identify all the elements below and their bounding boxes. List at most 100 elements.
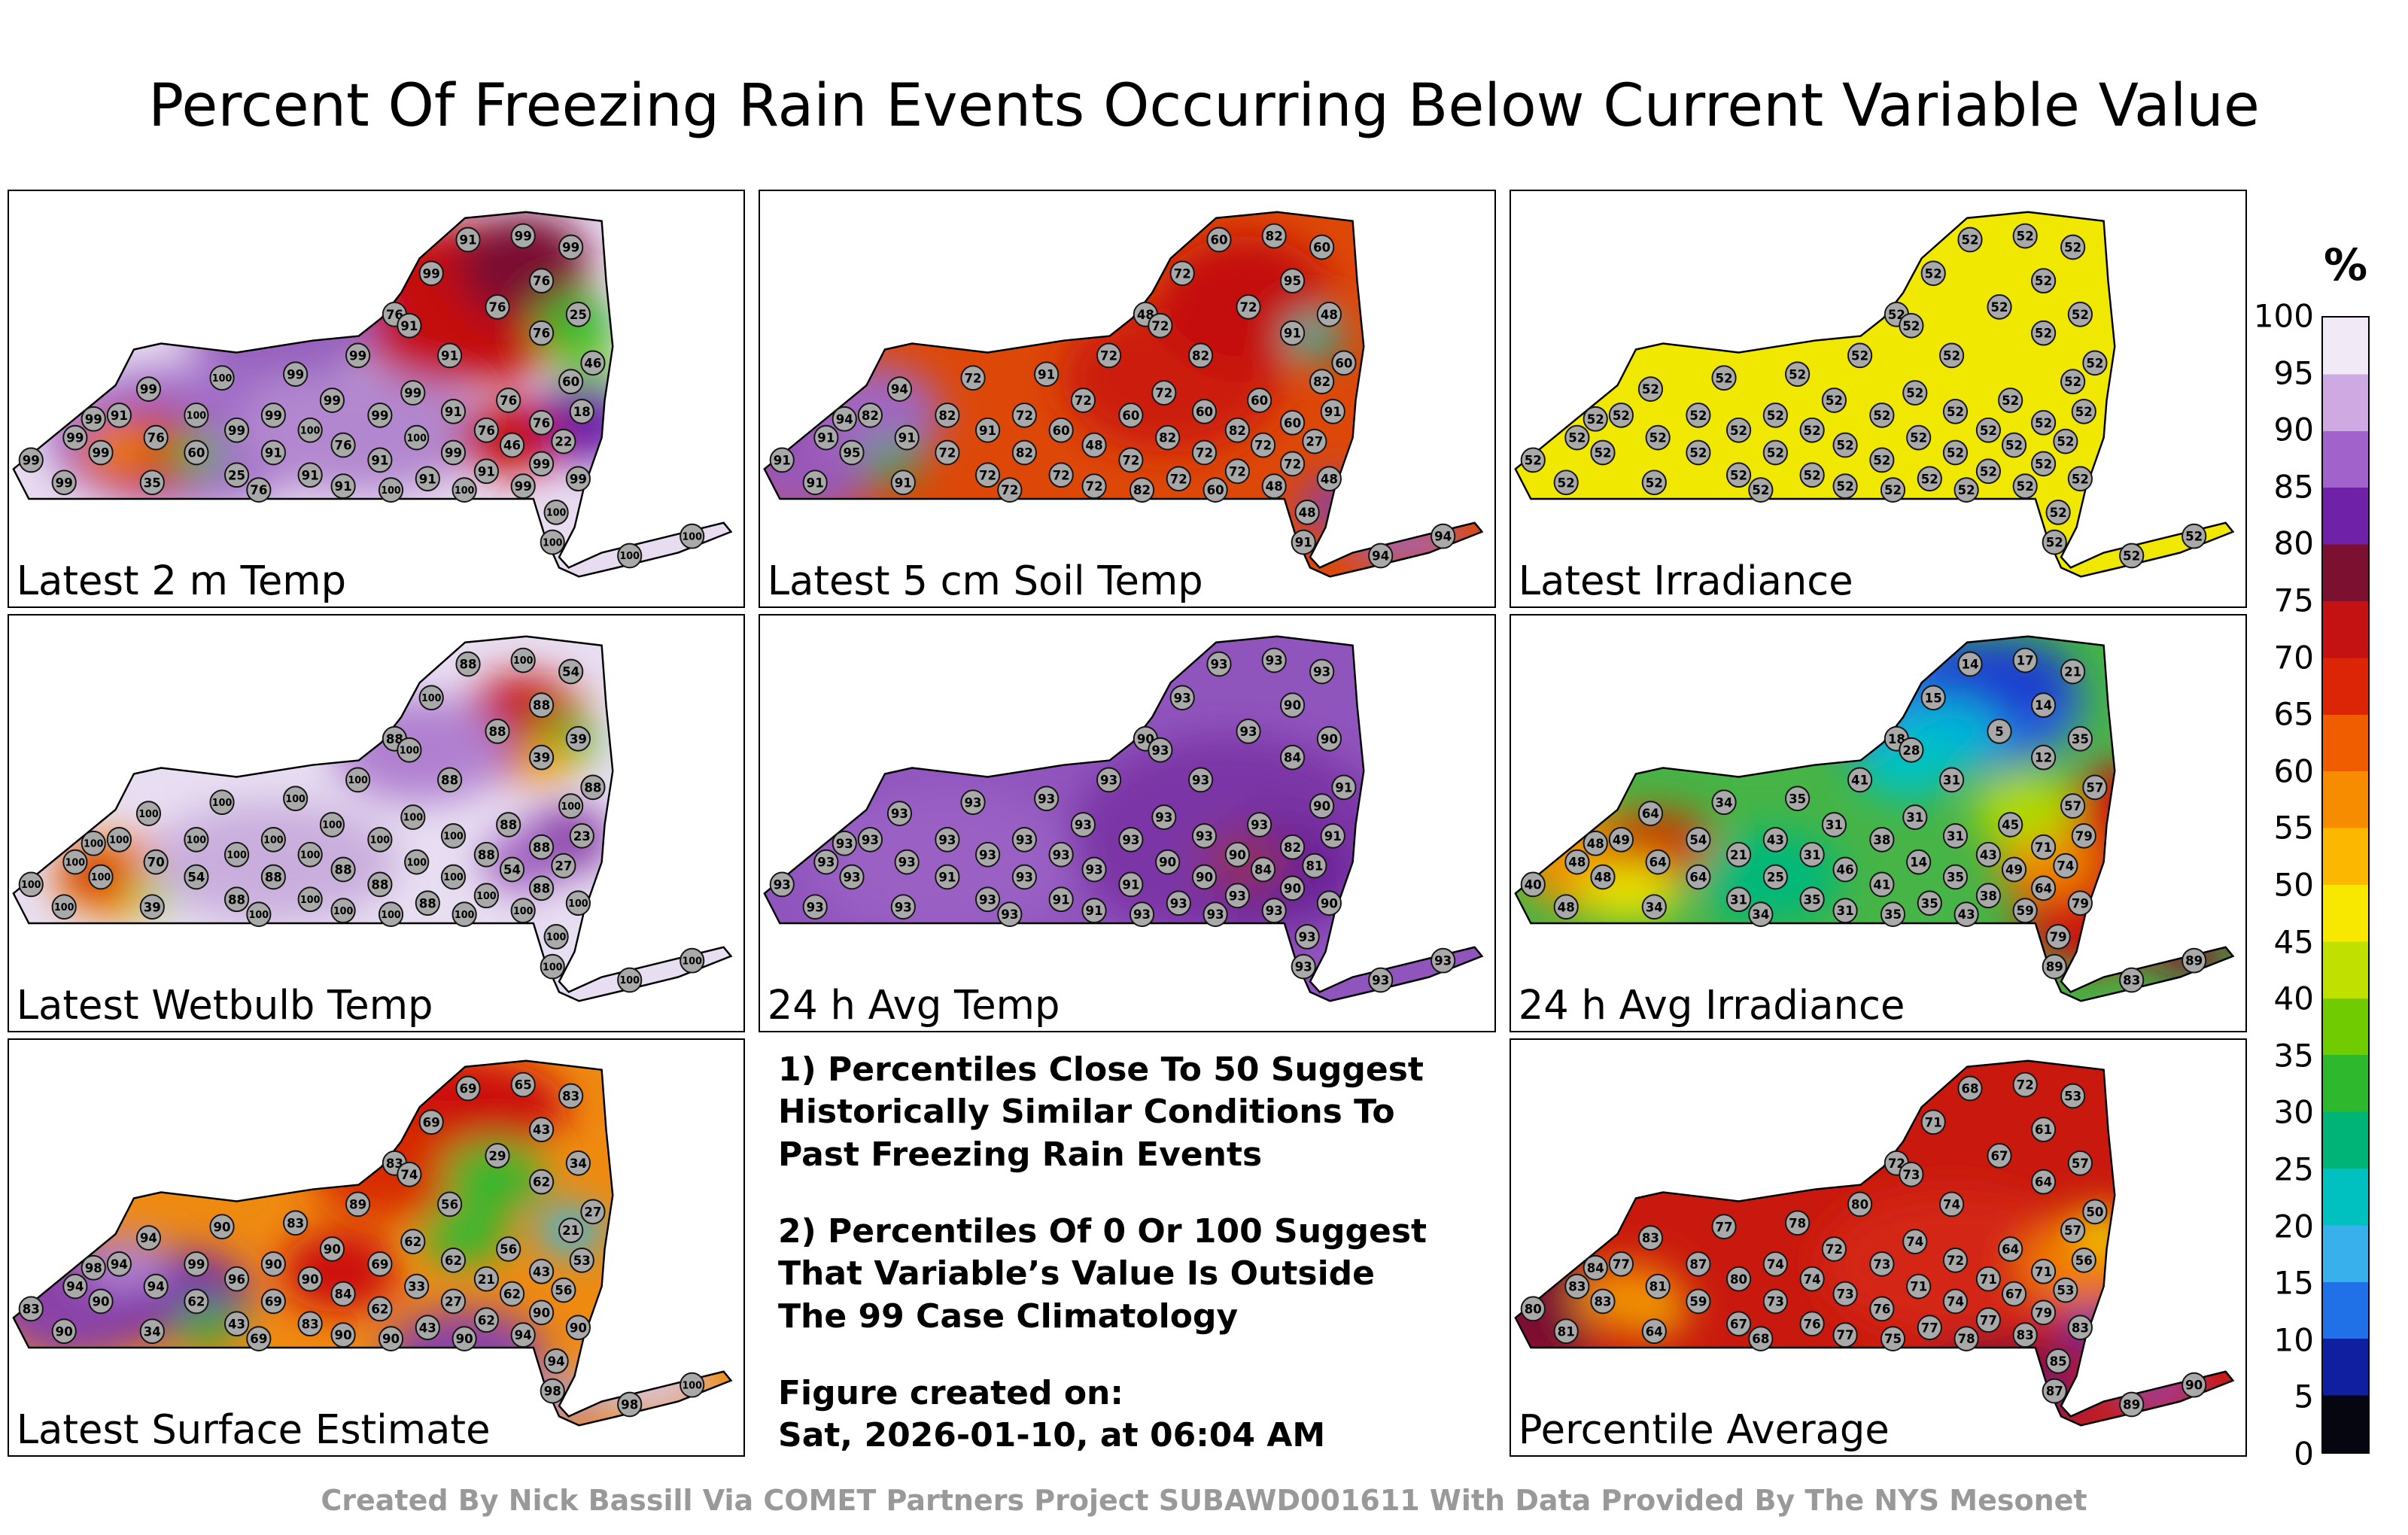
- station-marker: 93: [1034, 786, 1060, 812]
- station-marker: 100: [184, 402, 209, 428]
- svg-text:82: 82: [1313, 374, 1330, 389]
- station-marker: 52: [2042, 529, 2067, 555]
- svg-text:71: 71: [2035, 840, 2052, 855]
- svg-text:91: 91: [445, 404, 462, 419]
- station-marker: 82: [1309, 369, 1335, 395]
- station-marker: 100: [260, 826, 286, 853]
- station-marker: 83: [1564, 1273, 1590, 1299]
- svg-text:88: 88: [488, 724, 506, 739]
- station-marker: 82: [1261, 223, 1287, 249]
- svg-text:93: 93: [843, 869, 860, 884]
- station-marker: 56: [437, 1191, 463, 1217]
- station-marker: 90: [319, 1236, 345, 1262]
- svg-text:91: 91: [1053, 892, 1070, 907]
- station-marker: 52: [2012, 223, 2038, 249]
- station-marker: 100: [283, 786, 309, 812]
- svg-text:67: 67: [1990, 1148, 2008, 1163]
- station-marker: 88: [485, 719, 510, 744]
- station-marker: 71: [1975, 1266, 2001, 1292]
- station-marker: 21: [558, 1217, 584, 1244]
- svg-text:94: 94: [111, 1257, 128, 1272]
- station-marker: 100: [400, 804, 426, 830]
- svg-text:52: 52: [1730, 467, 1747, 482]
- svg-text:27: 27: [1306, 434, 1323, 449]
- svg-text:52: 52: [2185, 529, 2203, 544]
- station-marker: 52: [1553, 470, 1579, 496]
- svg-text:18: 18: [573, 404, 591, 419]
- station-marker: 100: [297, 886, 323, 913]
- station-marker: 52: [2060, 369, 2086, 395]
- station-marker: 100: [378, 477, 404, 503]
- station-marker: 52: [1590, 439, 1616, 466]
- svg-text:52: 52: [1715, 370, 1732, 385]
- svg-text:21: 21: [562, 1223, 579, 1238]
- svg-text:35: 35: [2072, 731, 2089, 746]
- svg-text:14: 14: [1961, 656, 1978, 671]
- station-marker: 60: [1331, 350, 1357, 376]
- station-marker: 46: [1832, 856, 1858, 883]
- station-marker: 76: [330, 432, 356, 458]
- station-marker: 99: [510, 473, 536, 500]
- station-marker: 52: [1957, 226, 1983, 253]
- svg-text:98: 98: [85, 1260, 102, 1275]
- colorbar-tick: 55: [2273, 809, 2314, 847]
- svg-text:52: 52: [1947, 404, 1964, 419]
- svg-text:43: 43: [1980, 847, 1997, 862]
- svg-text:82: 82: [862, 408, 879, 423]
- station-marker: 60: [1206, 226, 1232, 253]
- station-marker: 48: [1294, 500, 1320, 525]
- station-marker: 72: [974, 462, 1001, 488]
- station-marker: 77: [1608, 1251, 1634, 1277]
- svg-text:100: 100: [403, 813, 424, 824]
- station-marker: 88: [260, 864, 286, 890]
- station-marker: 83: [2119, 967, 2145, 993]
- svg-text:91: 91: [111, 408, 128, 423]
- svg-text:74: 74: [1804, 1272, 1821, 1287]
- svg-text:52: 52: [1851, 348, 1868, 363]
- station-marker: 72: [1169, 260, 1195, 287]
- svg-text:90: 90: [1137, 731, 1154, 746]
- station-marker: 93: [1048, 841, 1074, 868]
- station-marker: 93: [1148, 737, 1173, 763]
- station-marker: 52: [1520, 447, 1546, 473]
- svg-text:77: 77: [1980, 1312, 1997, 1327]
- svg-text:52: 52: [1689, 445, 1707, 460]
- station-marker: 94: [106, 1251, 132, 1277]
- svg-text:27: 27: [555, 859, 572, 874]
- station-marker: 100: [451, 477, 477, 503]
- svg-text:100: 100: [443, 831, 464, 842]
- station-marker: 52: [2001, 432, 2027, 458]
- svg-text:69: 69: [423, 1114, 440, 1129]
- station-marker: 82: [1280, 834, 1306, 860]
- station-marker: 87: [1686, 1251, 1711, 1277]
- station-marker: 72: [1250, 432, 1276, 458]
- svg-text:91: 91: [1122, 877, 1139, 892]
- station-marker: 100: [106, 826, 132, 853]
- svg-text:93: 93: [1075, 817, 1092, 832]
- station-marker: 100: [440, 864, 467, 890]
- svg-text:76: 76: [488, 299, 506, 315]
- svg-text:89: 89: [2185, 953, 2203, 968]
- station-marker: 52: [1987, 294, 2012, 320]
- svg-text:64: 64: [1689, 869, 1707, 884]
- station-marker: 60: [1048, 417, 1074, 443]
- svg-text:64: 64: [2035, 880, 2052, 895]
- station-marker: 91: [894, 424, 920, 451]
- svg-text:100: 100: [682, 1380, 702, 1391]
- svg-text:91: 91: [478, 464, 495, 479]
- svg-text:72: 72: [1174, 266, 1191, 281]
- note-1: 1) Percentiles Close To 50 Suggest Histo…: [778, 1050, 1424, 1174]
- station-marker: 54: [1686, 826, 1711, 853]
- station-marker: 18: [569, 398, 594, 424]
- station-marker: 38: [1975, 883, 2001, 909]
- station-marker: 40: [1520, 871, 1546, 898]
- station-marker: 31: [1939, 767, 1965, 793]
- station-marker: 90: [565, 1315, 591, 1341]
- station-marker: 100: [209, 789, 235, 816]
- svg-text:71: 71: [1980, 1272, 1997, 1287]
- map-panel-latest-surface-estimate: 83 98 94 94 90 34 90 99 62 96 43 90 69 69 90 83 90 84 90 69…: [8, 1038, 745, 1457]
- svg-text:74: 74: [2057, 859, 2074, 874]
- svg-text:52: 52: [2017, 228, 2034, 243]
- station-marker: 93: [1081, 856, 1107, 883]
